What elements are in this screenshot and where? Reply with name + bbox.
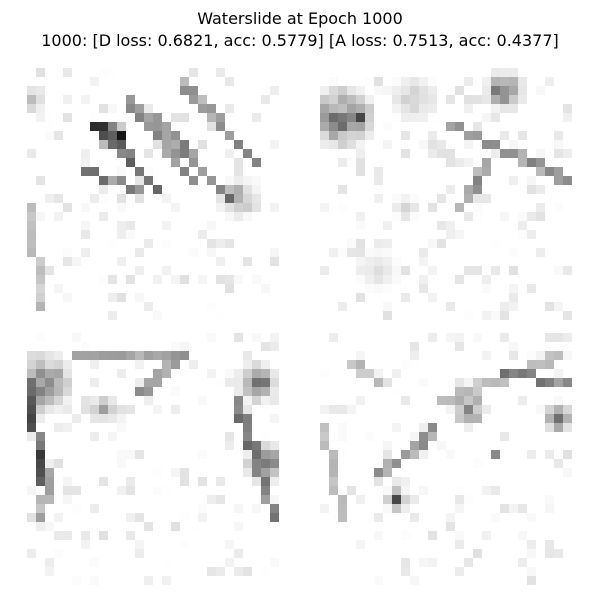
training-stats: 1000: [D loss: 0.6821, acc: 0.5779] [A l… xyxy=(41,31,559,50)
generated-sample-bottom-right xyxy=(320,333,572,585)
generated-sample-bottom-left xyxy=(27,333,279,585)
figure-title: Waterslide at Epoch 1000 xyxy=(197,9,403,28)
generated-sample-top-right xyxy=(320,68,572,320)
generated-sample-top-left xyxy=(27,68,279,320)
